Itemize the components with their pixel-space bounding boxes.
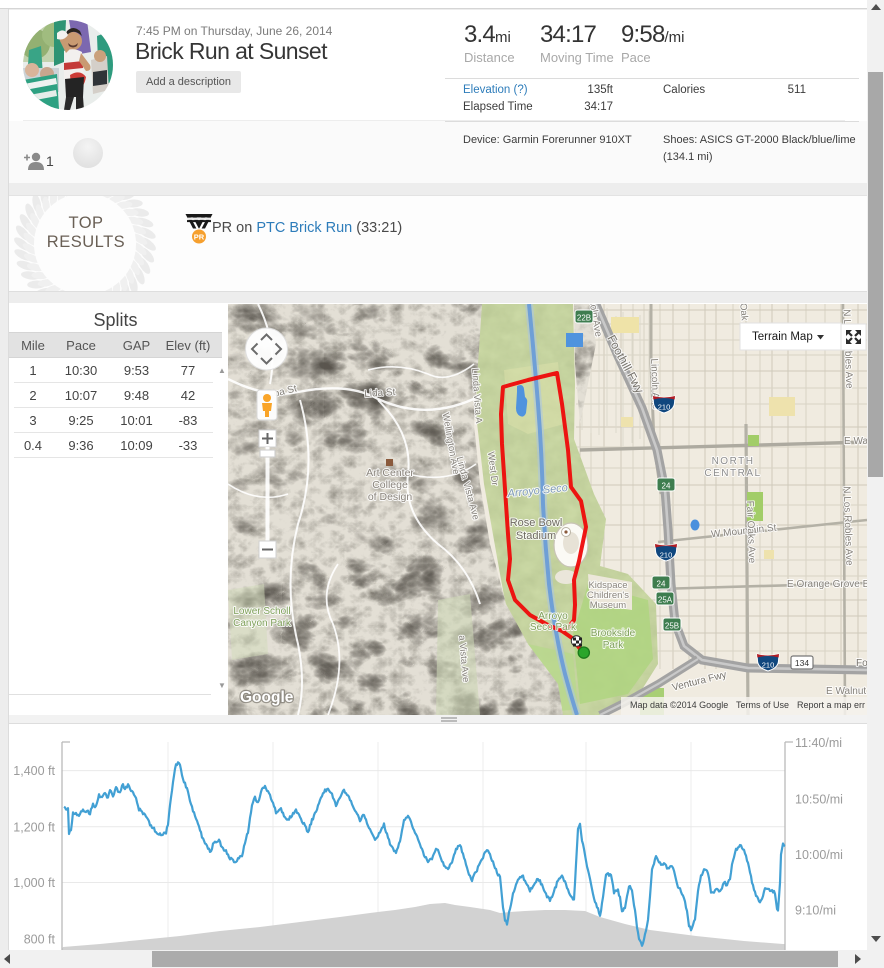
svg-text:Google: Google (240, 689, 294, 706)
svg-text:1,400 ft: 1,400 ft (13, 764, 55, 778)
svg-text:Lida St: Lida St (364, 387, 396, 400)
svg-text:10:50/mi: 10:50/mi (795, 793, 843, 807)
svg-text:24: 24 (657, 580, 666, 589)
svg-text:Children's: Children's (587, 590, 629, 601)
svg-text:E Walnut: E Walnut (826, 686, 866, 697)
svg-text:Brookside: Brookside (591, 628, 636, 639)
svg-text:Art Center: Art Center (366, 467, 414, 479)
svg-text:1,000 ft: 1,000 ft (13, 876, 55, 890)
svg-text:210: 210 (660, 551, 673, 560)
svg-text:E Orange Grove B: E Orange Grove B (787, 579, 867, 590)
svg-text:N Los Robles Ave: N Los Robles Ave (841, 486, 855, 566)
svg-text:134: 134 (795, 658, 809, 668)
svg-text:Oak: Oak (737, 304, 749, 321)
svg-text:25A: 25A (658, 596, 673, 605)
svg-text:Google: Google (240, 689, 294, 706)
svg-text:22B: 22B (577, 314, 591, 323)
svg-text:1,200 ft: 1,200 ft (13, 820, 55, 834)
svg-text:a Vista Ave: a Vista Ave (456, 635, 471, 683)
svg-text:Stadium: Stadium (516, 530, 556, 542)
svg-text:Canyon Park: Canyon Park (233, 618, 292, 629)
svg-text:Kidspace: Kidspace (588, 580, 627, 591)
svg-text:Arroyo: Arroyo (538, 611, 568, 622)
svg-text:210: 210 (658, 403, 671, 412)
svg-text:Map data ©2014 Google: Map data ©2014 Google (630, 700, 728, 710)
svg-text:24: 24 (662, 482, 671, 491)
svg-text:NORTH: NORTH (712, 456, 755, 467)
svg-text:10:00/mi: 10:00/mi (795, 848, 843, 862)
svg-text:College: College (372, 479, 408, 491)
svg-text:PR: PR (194, 233, 205, 242)
svg-text:Linda Vista A: Linda Vista A (469, 368, 484, 425)
svg-text:25B: 25B (665, 622, 679, 631)
svg-text:E Washing: E Washing (844, 436, 867, 447)
svg-text:Fair Oaks Ave: Fair Oaks Ave (744, 500, 757, 563)
svg-text:Seco Park: Seco Park (530, 622, 577, 633)
svg-text:Report a map err: Report a map err (797, 700, 865, 710)
svg-text:Terms of Use: Terms of Use (736, 700, 789, 710)
svg-text:Foot: Foot (856, 658, 867, 669)
svg-text:9:10/mi: 9:10/mi (795, 903, 836, 917)
svg-text:CENTRAL: CENTRAL (704, 468, 761, 479)
svg-text:Rose Bowl: Rose Bowl (510, 517, 563, 529)
svg-text:Terrain Map: Terrain Map (752, 331, 813, 343)
svg-text:West Dr: West Dr (485, 451, 500, 486)
svg-text:Lower Scholl: Lower Scholl (233, 606, 290, 617)
svg-text:210: 210 (762, 661, 775, 670)
svg-text:800 ft: 800 ft (24, 933, 56, 947)
svg-text:Park: Park (603, 640, 625, 651)
svg-text:11:40/mi: 11:40/mi (795, 736, 842, 750)
svg-text:Museum: Museum (590, 600, 627, 611)
svg-text:of Design: of Design (368, 491, 413, 503)
